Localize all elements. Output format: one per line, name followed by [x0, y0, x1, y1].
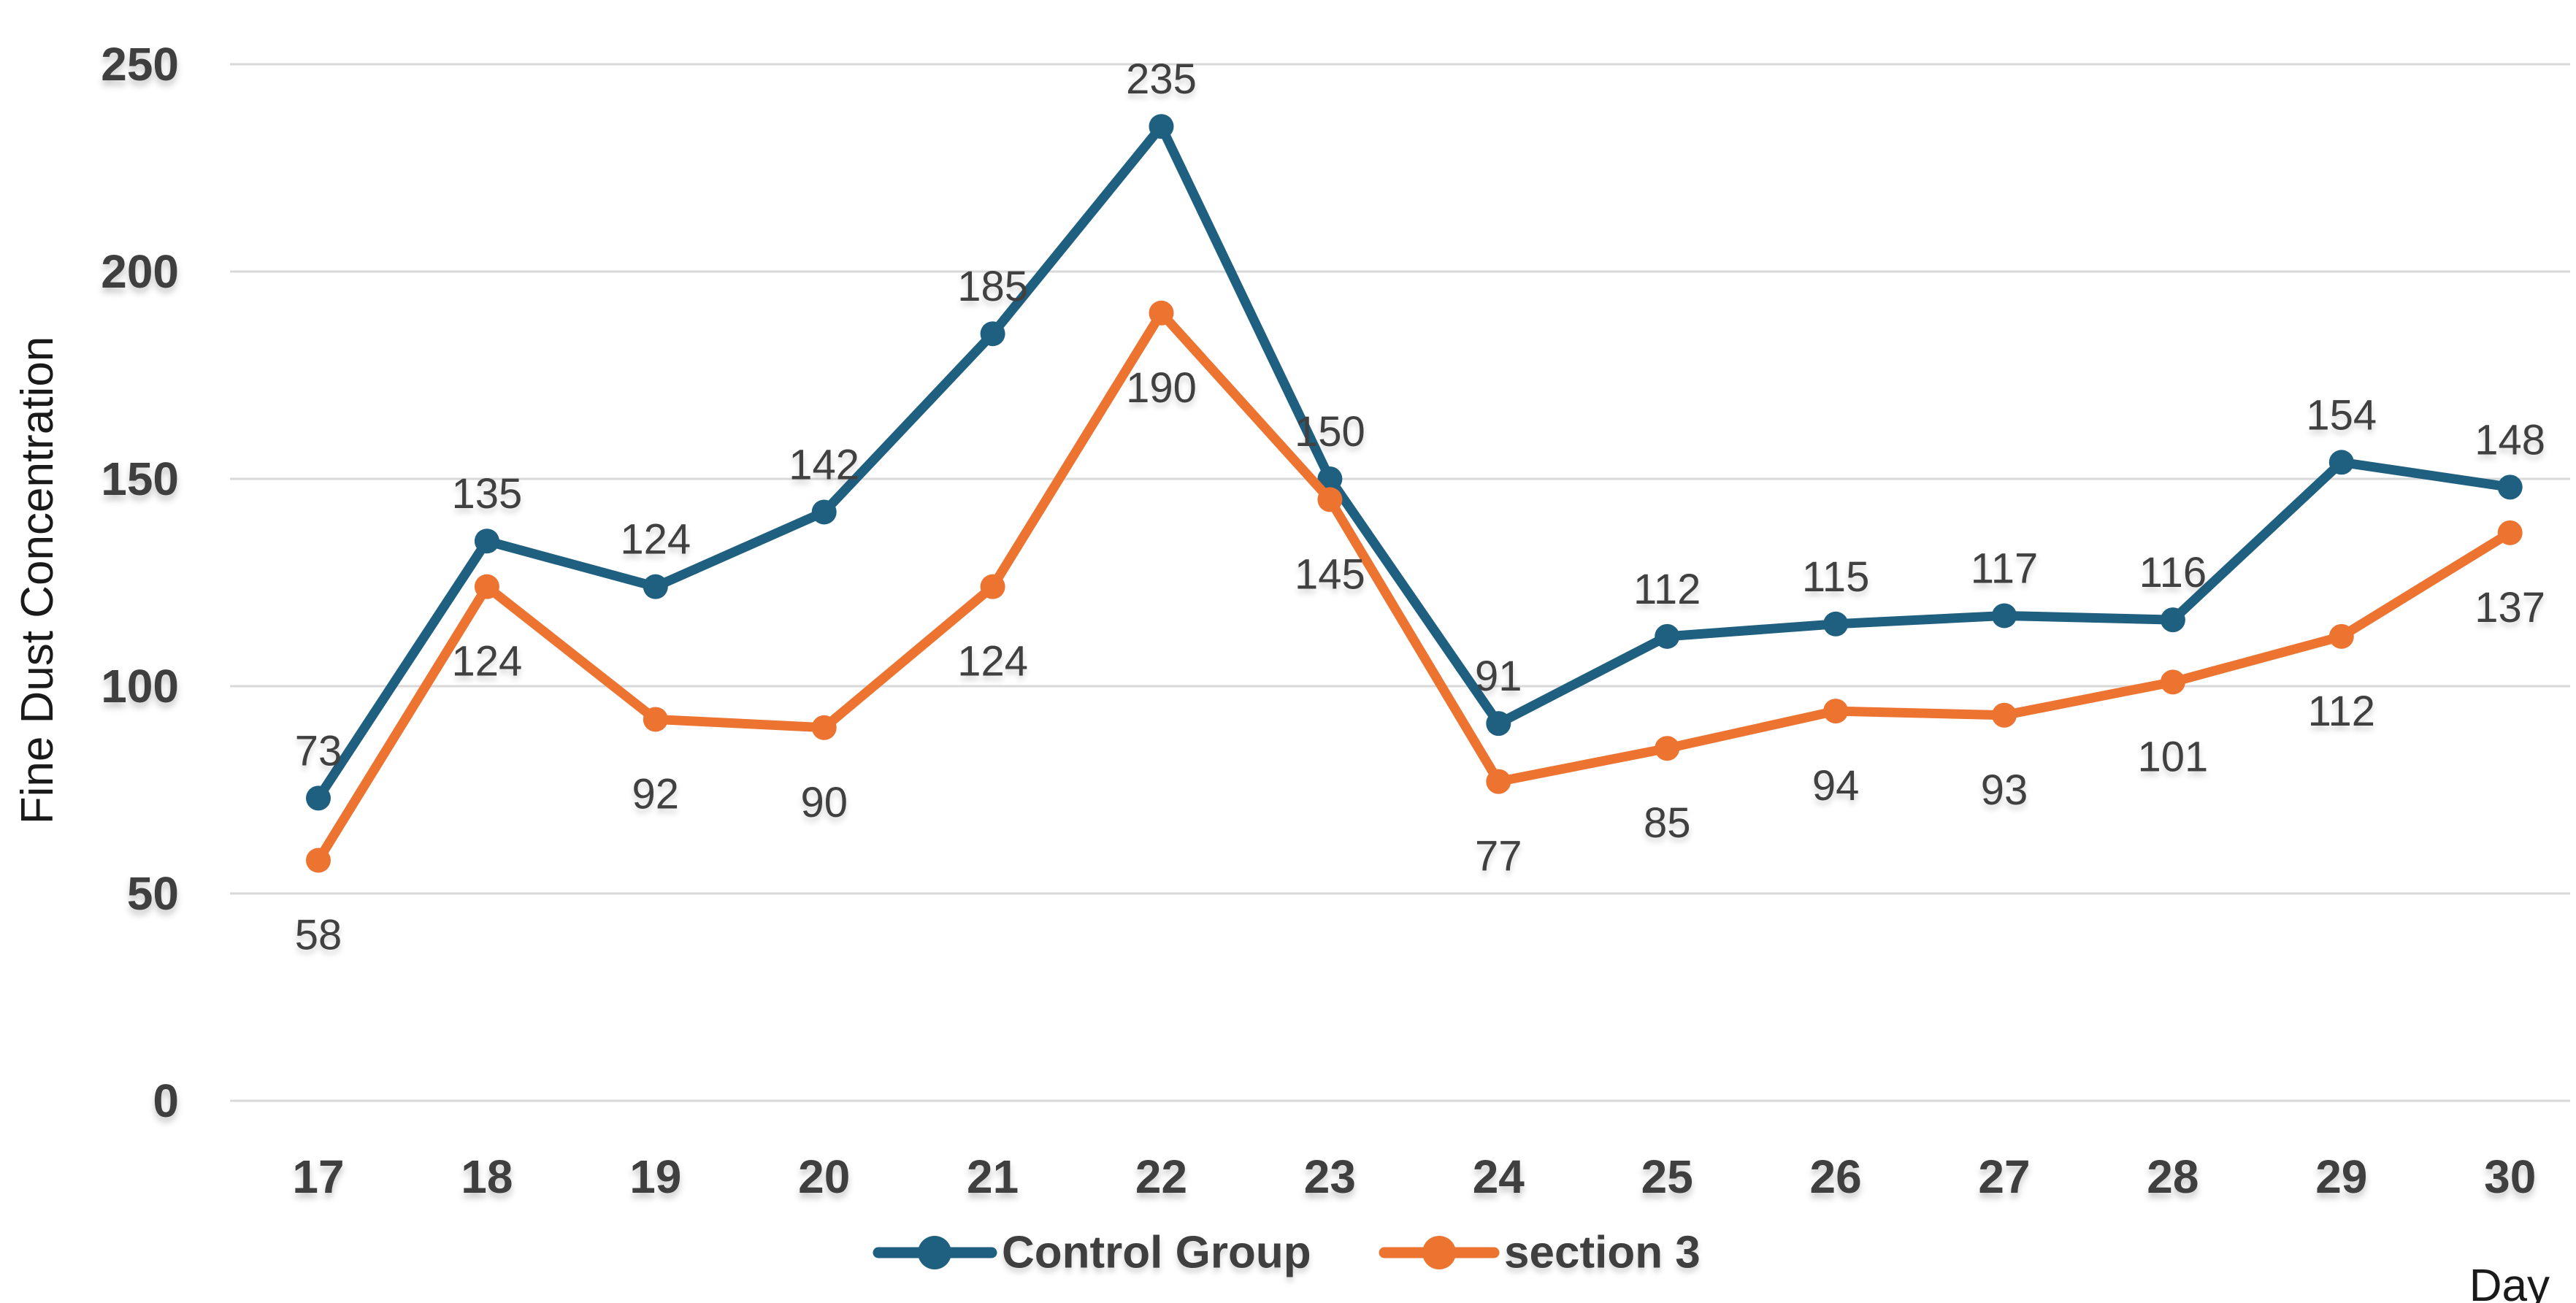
y-axis-tick-labels: 0 50 100 150 200 250 [101, 38, 179, 1127]
y-tick-label: 200 [101, 245, 179, 298]
series-layer [306, 114, 2523, 873]
y-tick-label: 0 [153, 1075, 179, 1127]
data-point-section-3 [643, 707, 668, 732]
data-point-section-3 [1149, 300, 1174, 326]
x-tick-label: 18 [461, 1150, 513, 1203]
data-point-control-group [1823, 611, 1849, 637]
x-tick-label: 20 [798, 1150, 850, 1203]
data-label-control-group: 235 [1126, 55, 1197, 103]
data-label-control-group: 91 [1475, 653, 1522, 700]
data-point-control-group [1992, 603, 2017, 629]
data-point-control-group [643, 574, 668, 599]
x-tick-label: 28 [2147, 1150, 2199, 1203]
x-tick-label: 22 [1135, 1150, 1187, 1203]
data-point-section-3 [2497, 520, 2523, 545]
data-point-control-group [2160, 607, 2185, 633]
data-point-control-group [980, 321, 1005, 347]
data-point-section-3 [306, 847, 331, 873]
data-label-control-group: 150 [1295, 408, 1365, 456]
data-point-control-group [811, 499, 837, 525]
x-axis-title: Day [2469, 1261, 2550, 1303]
data-label-control-group: 154 [2306, 391, 2377, 439]
data-labels-layer: 73 135 124 142 185 235 150 91 112 115 117 116 154 148… [295, 55, 2545, 958]
data-label-section-3: 112 [2308, 688, 2375, 735]
data-point-section-3 [1655, 736, 1680, 761]
data-point-control-group [474, 528, 499, 554]
data-label-section-3: 124 [452, 638, 523, 685]
data-label-section-3: 94 [1812, 762, 1860, 810]
data-point-control-group [306, 785, 331, 811]
data-point-section-3 [2160, 669, 2185, 695]
data-label-control-group: 148 [2475, 416, 2545, 464]
data-label-control-group: 112 [1633, 566, 1701, 613]
data-point-section-3 [1992, 702, 2017, 728]
legend-item-section-3: section 3 [1379, 1228, 1701, 1278]
data-label-control-group: 124 [620, 516, 691, 564]
x-axis-tick-labels: 17 18 19 20 21 22 23 24 25 26 27 28 29 30 [292, 1150, 2536, 1203]
data-label-section-3: 137 [2475, 584, 2545, 631]
x-tick-label: 24 [1473, 1150, 1525, 1203]
data-label-section-3: 190 [1126, 364, 1197, 412]
data-point-section-3 [811, 715, 837, 740]
series-line-section-3 [313, 308, 2515, 866]
x-tick-label: 21 [967, 1150, 1019, 1203]
data-point-control-group [1486, 711, 1511, 737]
data-label-section-3: 145 [1295, 550, 1365, 598]
data-point-section-3 [1486, 769, 1511, 794]
legend-label-control-group: Control Group [1002, 1228, 1311, 1278]
data-point-control-group [2328, 450, 2354, 475]
data-label-control-group: 185 [957, 263, 1028, 310]
x-tick-label: 25 [1641, 1150, 1693, 1203]
data-label-control-group: 135 [452, 470, 523, 518]
legend-marker-dot-control-group [918, 1236, 951, 1269]
data-point-control-group [1149, 114, 1174, 139]
data-label-section-3: 92 [632, 770, 680, 818]
data-point-section-3 [2328, 623, 2354, 649]
x-tick-label: 19 [629, 1150, 681, 1203]
legend-item-control-group: Control Group [873, 1228, 1311, 1278]
data-point-section-3 [1823, 699, 1849, 724]
series-line-control-group [313, 121, 2515, 803]
data-label-control-group: 116 [2139, 549, 2207, 596]
x-tick-label: 17 [292, 1150, 344, 1203]
y-axis-title: Fine Dust Concentration [12, 337, 63, 825]
data-label-control-group: 115 [1802, 553, 1869, 601]
data-label-section-3: 90 [800, 779, 848, 826]
data-label-section-3: 101 [2138, 733, 2209, 780]
data-label-section-3: 93 [1981, 766, 2028, 814]
y-tick-label: 250 [101, 38, 179, 91]
data-label-section-3: 85 [1644, 799, 1691, 847]
y-tick-label: 150 [101, 453, 179, 505]
data-label-section-3: 124 [957, 638, 1028, 685]
legend-marker-dot-section-3 [1422, 1236, 1456, 1269]
x-tick-label: 29 [2315, 1150, 2367, 1203]
data-point-section-3 [474, 574, 499, 599]
y-tick-label: 100 [101, 660, 179, 712]
data-point-control-group [2497, 474, 2523, 500]
x-tick-label: 23 [1304, 1150, 1356, 1203]
x-tick-label: 30 [2484, 1150, 2536, 1203]
legend-label-section-3: section 3 [1504, 1228, 1701, 1278]
x-tick-label: 26 [1810, 1150, 1862, 1203]
data-label-section-3: 58 [295, 912, 342, 959]
data-label-control-group: 142 [789, 441, 859, 488]
data-label-control-group: 73 [295, 727, 342, 775]
data-point-control-group [1655, 623, 1680, 649]
data-label-section-3: 77 [1475, 833, 1522, 880]
y-tick-label: 50 [127, 867, 179, 920]
x-tick-label: 27 [1978, 1150, 2030, 1203]
data-point-section-3 [980, 574, 1005, 599]
data-point-section-3 [1317, 487, 1343, 512]
legend: Control Group section 3 [873, 1228, 1701, 1278]
data-label-control-group: 117 [1971, 545, 2038, 592]
data-point-control-group [1317, 466, 1343, 491]
